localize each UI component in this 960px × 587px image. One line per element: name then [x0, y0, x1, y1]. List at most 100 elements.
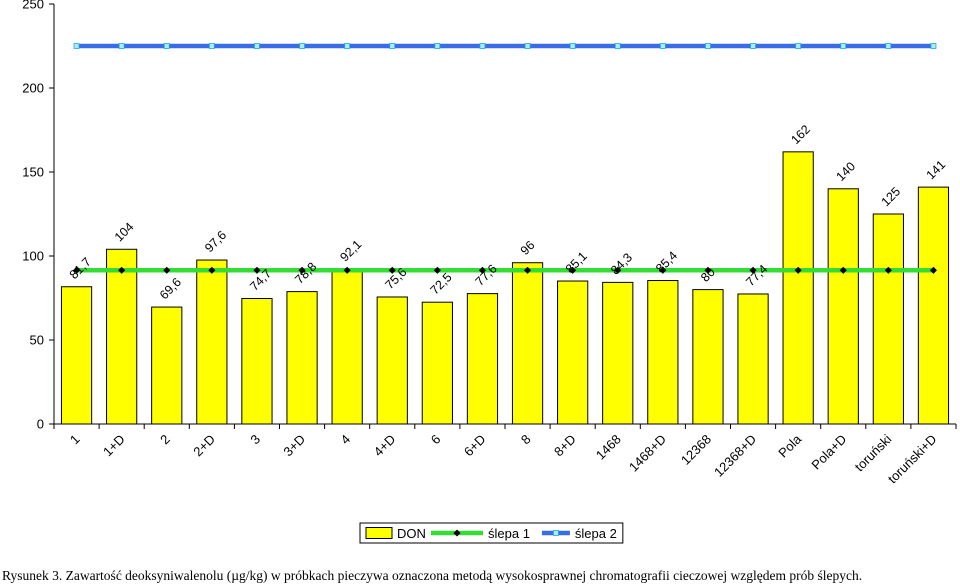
x-tick-label: 12368+D: [711, 432, 759, 480]
bar-4: [331, 268, 363, 425]
bar-2+D: [196, 259, 228, 425]
y-tick-label: 100: [22, 249, 44, 264]
x-tick-label: 4+D: [371, 432, 399, 460]
marker-slepa-1: [569, 266, 577, 274]
reference-lines: [73, 43, 937, 274]
bar-12368+D: [737, 293, 769, 425]
data-label: 81,7: [67, 255, 94, 282]
figure-caption: Rysunek 3. Zawartość deoksyniwalenolu (µ…: [2, 568, 863, 583]
marker-slepa-2: [118, 43, 125, 49]
x-tick-label: toruński+D: [885, 432, 940, 487]
x-tick-label: 1468+D: [626, 432, 669, 475]
bar-2: [151, 306, 183, 425]
x-tick-label: 8: [518, 432, 534, 448]
bar-1+D: [106, 248, 138, 425]
marker-slepa-1: [343, 266, 351, 274]
bar-4+D: [376, 296, 408, 425]
data-label: 140: [833, 159, 858, 184]
x-tick-label: 6+D: [461, 432, 489, 460]
marker-slepa-1: [794, 266, 802, 274]
marker-slepa-2: [659, 43, 666, 49]
marker-slepa-2: [750, 43, 756, 49]
marker-slepa-1: [929, 266, 937, 274]
marker-slepa-2: [479, 43, 486, 49]
bar-Pola+D: [827, 188, 859, 425]
marker-slepa-1: [433, 266, 441, 274]
bar-Pola: [782, 151, 814, 425]
x-tick-label: 4: [338, 432, 354, 448]
marker-slepa-2: [524, 43, 531, 49]
marker-slepa-2: [73, 43, 80, 49]
marker-slepa-1: [163, 266, 171, 274]
bar-8: [511, 262, 544, 425]
marker-slepa-1: [208, 266, 216, 274]
marker-slepa-2: [885, 43, 892, 49]
marker-slepa-1: [704, 266, 712, 274]
bar-1: [60, 286, 93, 425]
marker-slepa-1: [659, 266, 667, 274]
marker-slepa-1: [884, 266, 892, 274]
x-tick-label: 3+D: [280, 432, 308, 460]
data-label: 77,4: [743, 262, 770, 289]
bars: [60, 151, 950, 425]
bar-12368: [692, 289, 724, 425]
bar-1468: [602, 281, 634, 425]
legend-label-slepa-2: ślepa 2: [575, 526, 617, 541]
marker-slepa-1: [73, 266, 81, 274]
x-tick-label: 1: [67, 432, 83, 448]
marker-slepa-1: [749, 266, 757, 274]
marker-slepa-2: [389, 43, 396, 49]
data-label: 125: [879, 184, 904, 209]
data-label: 84,3: [608, 250, 635, 277]
legend: DON ślepa 1 ślepa 2: [359, 522, 624, 544]
x-tick-label: 6: [428, 432, 444, 448]
x-tick-label: toruński: [852, 431, 895, 474]
marker-slepa-2: [569, 43, 576, 49]
bar-6+D: [466, 293, 499, 425]
marker-slepa-2: [254, 43, 260, 49]
marker-slepa-2: [299, 43, 305, 49]
x-tick-label: Pola+D: [808, 432, 849, 473]
x-tick-label: 2: [157, 432, 173, 448]
data-label: 80: [698, 265, 718, 285]
x-tick-label: 1+D: [100, 432, 128, 460]
marker-slepa-2: [840, 43, 847, 49]
marker-slepa-2: [434, 43, 441, 49]
marker-slepa-2: [795, 43, 802, 49]
data-label: 92,1: [337, 237, 364, 264]
marker-slepa-1: [118, 266, 126, 274]
y-tick-label: 0: [37, 417, 44, 432]
y-tick-label: 50: [30, 333, 44, 348]
x-tick-label: 1468: [593, 432, 624, 463]
y-tick-label: 250: [22, 0, 44, 12]
data-label: 96: [518, 238, 538, 258]
data-label: 104: [112, 220, 137, 245]
bar-3+D: [286, 291, 318, 425]
data-label: 97,6: [202, 228, 229, 255]
x-tick-label: 8+D: [551, 432, 579, 460]
data-label: 162: [788, 122, 813, 147]
bar-3: [241, 298, 273, 425]
bar-8+D: [557, 280, 589, 425]
marker-slepa-1: [614, 266, 622, 274]
data-label: 78,8: [292, 260, 319, 287]
x-axis: 1 1+D 2 2+D 3 3+D 4 4+D 6 6+D 8 8+D 1468 1468+D 123681…: [53, 423, 957, 487]
marker-slepa-1: [298, 266, 306, 274]
marker-slepa-2: [930, 43, 937, 49]
bar-6: [421, 301, 453, 425]
marker-slepa-2: [705, 43, 711, 49]
x-tick-label: 2+D: [190, 432, 218, 460]
y-tick-label: 200: [22, 81, 44, 96]
bar-toruński: [872, 213, 904, 425]
data-label: 77,6: [473, 262, 500, 289]
marker-slepa-1: [839, 266, 847, 274]
marker-slepa-1: [478, 266, 486, 274]
x-tick-label: 3: [247, 432, 263, 448]
data-label: 69,6: [157, 275, 184, 302]
marker-slepa-2: [208, 43, 215, 49]
marker-slepa-2: [163, 43, 170, 49]
legend-marker-slepa-2: [553, 530, 559, 536]
x-tick-label: 12368: [678, 432, 714, 468]
data-label: 141: [924, 158, 949, 183]
